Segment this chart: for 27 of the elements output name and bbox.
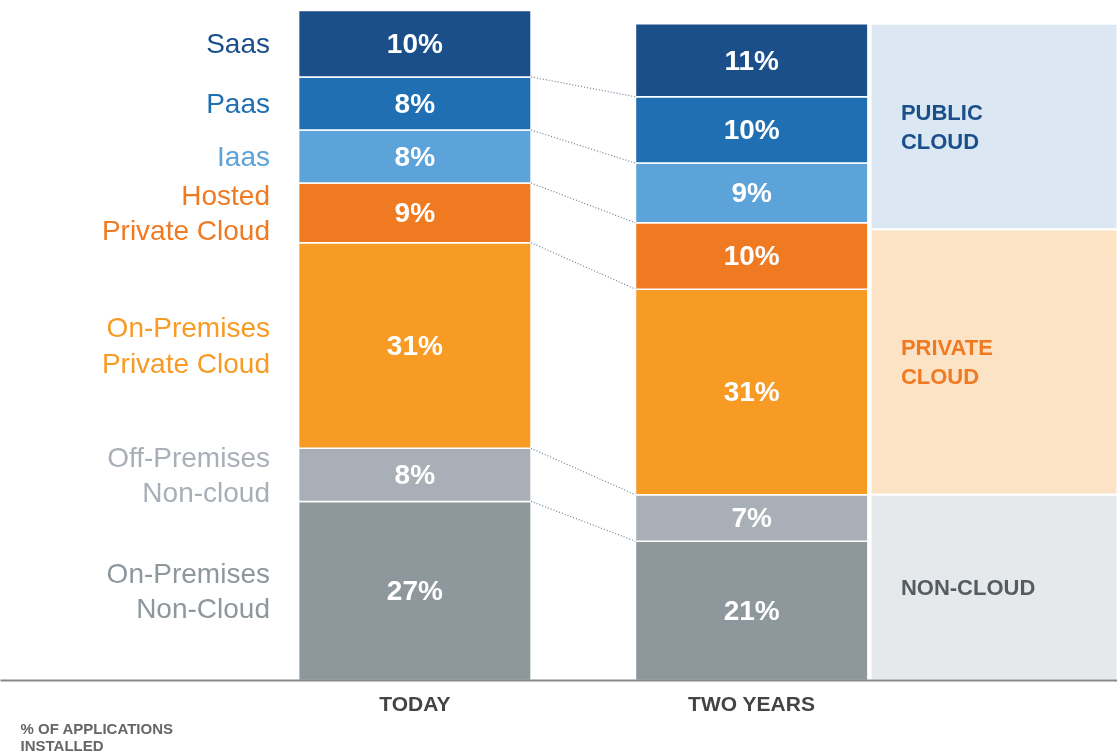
data-label: 31%	[386, 330, 443, 362]
data-label: 7%	[731, 502, 773, 534]
x-tick-label: TWO YEARS	[688, 691, 815, 715]
data-label: 9%	[731, 177, 773, 209]
series-label: Hosted Private Cloud	[101, 179, 270, 247]
text: % OF APPLICATIONS INSTALLED	[20, 719, 174, 753]
data-label: 8%	[394, 140, 436, 172]
data-label: 8%	[394, 87, 436, 119]
data-label: 10%	[386, 28, 443, 60]
data-label: 21%	[723, 595, 780, 627]
series-label: On-Premises Private Cloud	[101, 312, 270, 379]
series-label: Off-Premises Non-cloud	[107, 441, 270, 509]
series-label: Saas	[206, 28, 270, 60]
data-label: 11%	[724, 44, 780, 76]
series-label: On-Premises Non-Cloud	[106, 557, 270, 625]
series-label: Paas	[206, 87, 270, 119]
data-label: 9%	[394, 197, 436, 229]
data-label: 27%	[386, 575, 443, 607]
band-label: NON-CLOUD	[900, 575, 1036, 601]
x-tick-label: TODAY	[379, 691, 451, 715]
band-label: PRIVATE CLOUD	[900, 335, 993, 389]
data-label: 10%	[723, 114, 780, 146]
data-label: 31%	[723, 376, 780, 408]
series-label: Iaas	[217, 140, 270, 172]
data-label: 8%	[394, 459, 436, 491]
data-label: 10%	[723, 240, 780, 272]
band-label: PUBLIC CLOUD	[900, 99, 983, 154]
